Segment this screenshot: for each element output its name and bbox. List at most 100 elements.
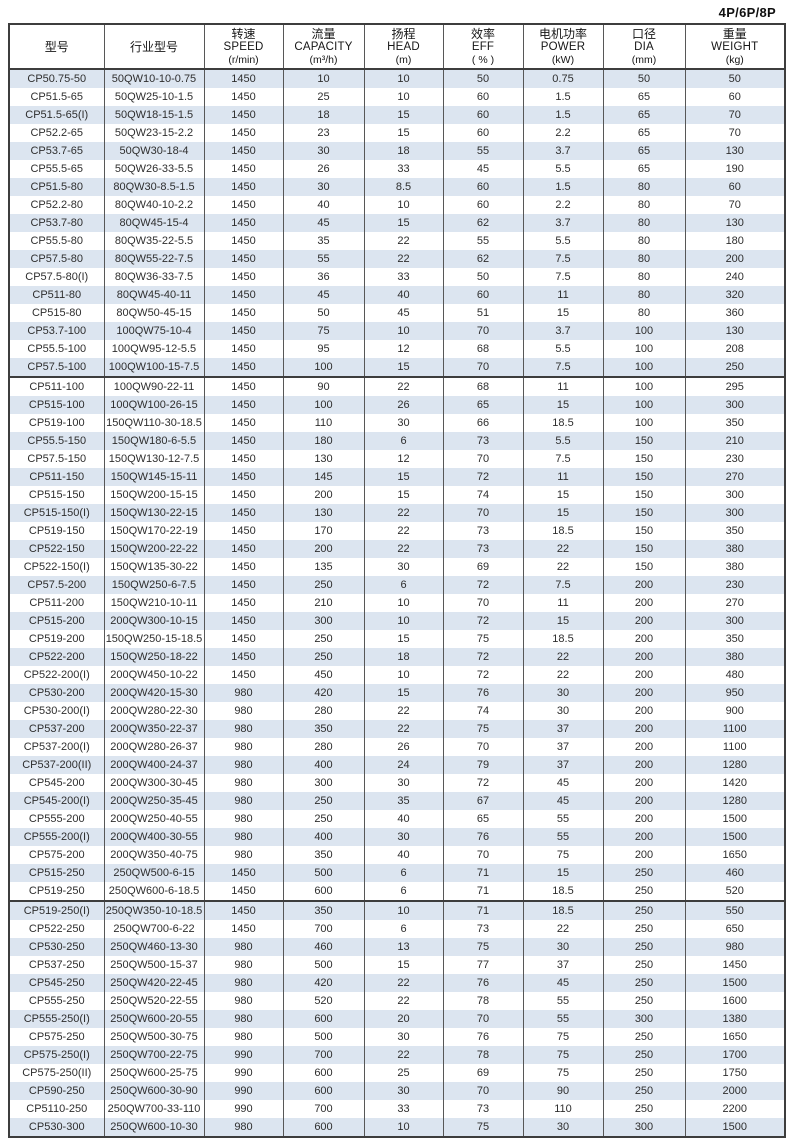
cell-r29-c5: 6: [363, 576, 444, 594]
cell-r53-c6: 70: [442, 1010, 524, 1028]
cell-r8-c3: 1450: [203, 196, 284, 214]
cell-r32-c6: 75: [442, 630, 524, 648]
cell-r54-c5: 30: [363, 1028, 444, 1046]
table-row: CP537-250 250QW500-15-37 980 500 15 77 37 250 14…: [8, 956, 786, 974]
table-row: CP515-150 150QW200-15-15 1450 200 15 74 15 150 3…: [8, 486, 786, 504]
cell-r11-c2: 80QW55-22-7.5: [103, 250, 205, 268]
cell-r13-c6: 60: [442, 286, 524, 304]
cell-r3-c2: 50QW18-15-1.5: [103, 106, 205, 124]
cell-r49-c3: 980: [203, 938, 284, 956]
cell-r46-c2: 250QW600-6-18.5: [103, 882, 205, 901]
table-row: CP57.5-80 80QW55-22-7.5 1450 55 22 62 7.5 80 200: [8, 250, 786, 268]
column-header-9: 重量 WEIGHT (kg): [684, 24, 786, 70]
column-header-text: 效率: [470, 27, 495, 41]
cell-r29-c4: 250: [282, 576, 365, 594]
cell-r36-c6: 74: [442, 702, 524, 720]
table-row: CP530-200(I) 200QW280-22-30 980 280 22 74 30 20…: [8, 702, 786, 720]
cell-r11-c7: 7.5: [522, 250, 604, 268]
cell-r48-c5: 6: [363, 920, 444, 938]
cell-r1-c5: 10: [363, 69, 444, 88]
cell-r16-c3: 1450: [203, 340, 284, 358]
cell-r16-c5: 12: [363, 340, 444, 358]
column-header-text: 口径: [631, 27, 656, 41]
cell-r45-c4: 500: [282, 864, 365, 882]
cell-r28-c5: 30: [363, 558, 444, 576]
cell-r1-c3: 1450: [203, 69, 284, 88]
cell-r2-c3: 1450: [203, 88, 284, 106]
cell-r50-c7: 37: [522, 956, 604, 974]
cell-r49-c8: 250: [602, 938, 686, 956]
cell-r52-c6: 78: [442, 992, 524, 1010]
column-header-text: 型号: [44, 39, 69, 54]
cell-r18-c6: 68: [442, 376, 524, 396]
cell-r19-c8: 100: [602, 396, 686, 414]
cell-r20-c6: 66: [442, 414, 524, 432]
cell-r23-c9: 270: [684, 468, 786, 486]
cell-r47-c9: 550: [684, 900, 786, 920]
table-row: CP555-200 200QW250-40-55 980 250 40 65 55 200 15…: [8, 810, 786, 828]
cell-r4-c1: CP52.2-65: [8, 124, 105, 142]
cell-r1-c1: CP50.75-50: [8, 69, 105, 88]
cell-r48-c2: 250QW700-6-22: [103, 920, 205, 938]
table-row: CP522-250 250QW700-6-22 1450 700 6 73 22 250 650: [8, 920, 786, 938]
table-row: CP52.2-65 50QW23-15-2.2 1450 23 15 60 2.2 65 70: [8, 124, 786, 142]
cell-r57-c8: 250: [602, 1082, 686, 1100]
cell-r58-c9: 2200: [684, 1100, 786, 1118]
column-header-text: (kW): [551, 54, 575, 66]
cell-r43-c4: 400: [282, 828, 365, 846]
cell-r12-c9: 240: [684, 268, 786, 286]
cell-r21-c3: 1450: [203, 432, 284, 450]
cell-r55-c2: 250QW700-22-75: [103, 1046, 205, 1064]
table-row: CP575-250(I) 250QW700-22-75 990 700 22 78 75 25…: [8, 1046, 786, 1064]
cell-r16-c4: 95: [282, 340, 365, 358]
cell-r37-c6: 75: [442, 720, 524, 738]
cell-r8-c2: 80QW40-10-2.2: [103, 196, 205, 214]
cell-r21-c2: 150QW180-6-5.5: [103, 432, 205, 450]
cell-r15-c8: 100: [602, 322, 686, 340]
cell-r37-c5: 22: [363, 720, 444, 738]
cell-r27-c8: 150: [602, 540, 686, 558]
table-row: CP537-200 200QW350-22-37 980 350 22 75 37 200 11…: [8, 720, 786, 738]
column-header-text: 转速: [231, 27, 256, 41]
cell-r26-c2: 150QW170-22-19: [103, 522, 205, 540]
cell-r27-c3: 1450: [203, 540, 284, 558]
cell-r35-c7: 30: [522, 684, 604, 702]
column-header-text: HEAD: [387, 41, 420, 53]
column-header-text: SPEED: [223, 41, 264, 53]
cell-r45-c2: 250QW500-6-15: [103, 864, 205, 882]
table-row: CP55.5-65 50QW26-33-5.5 1450 26 33 45 5.5 65 190: [8, 160, 786, 178]
cell-r17-c9: 250: [684, 358, 786, 377]
table-row: CP575-250(II) 250QW600-25-75 990 600 25 69 75 2…: [8, 1064, 786, 1082]
cell-r57-c4: 600: [282, 1082, 365, 1100]
cell-r30-c3: 1450: [203, 594, 284, 612]
cell-r34-c6: 72: [442, 666, 524, 684]
cell-r25-c4: 130: [282, 504, 365, 522]
cell-r5-c9: 130: [684, 142, 786, 160]
cell-r8-c5: 10: [363, 196, 444, 214]
cell-r52-c3: 980: [203, 992, 284, 1010]
cell-r52-c9: 1600: [684, 992, 786, 1010]
cell-r34-c7: 22: [522, 666, 604, 684]
cell-r43-c6: 76: [442, 828, 524, 846]
cell-r48-c7: 22: [522, 920, 604, 938]
cell-r29-c2: 150QW250-6-7.5: [103, 576, 205, 594]
column-header-text: 电机功率: [538, 27, 587, 41]
cell-r25-c9: 300: [684, 504, 786, 522]
header-row: 型号 行业型号 转速 SPEED (r/min) 流量 CAPACITY (m³/h) 扬程 HE…: [8, 24, 786, 70]
cell-r59-c5: 10: [363, 1118, 444, 1137]
cell-r8-c4: 40: [282, 196, 365, 214]
cell-r32-c3: 1450: [203, 630, 284, 648]
cell-r22-c7: 7.5: [522, 450, 604, 468]
cell-r43-c5: 30: [363, 828, 444, 846]
cell-r6-c9: 190: [684, 160, 786, 178]
column-header-text: (mm): [631, 54, 657, 66]
cell-r27-c1: CP522-150: [8, 540, 105, 558]
cell-r43-c3: 980: [203, 828, 284, 846]
cell-r58-c7: 110: [522, 1100, 604, 1118]
cell-r15-c4: 75: [282, 322, 365, 340]
pump-spec-table: 型号 行业型号 转速 SPEED (r/min) 流量 CAPACITY (m³/h) 扬程 HE…: [8, 23, 786, 1138]
table-row: CP50.75-50 50QW10-10-0.75 1450 10 10 50 0.75 50…: [8, 69, 786, 88]
cell-r10-c1: CP55.5-80: [8, 232, 105, 250]
cell-r2-c7: 1.5: [522, 88, 604, 106]
cell-r2-c8: 65: [602, 88, 686, 106]
